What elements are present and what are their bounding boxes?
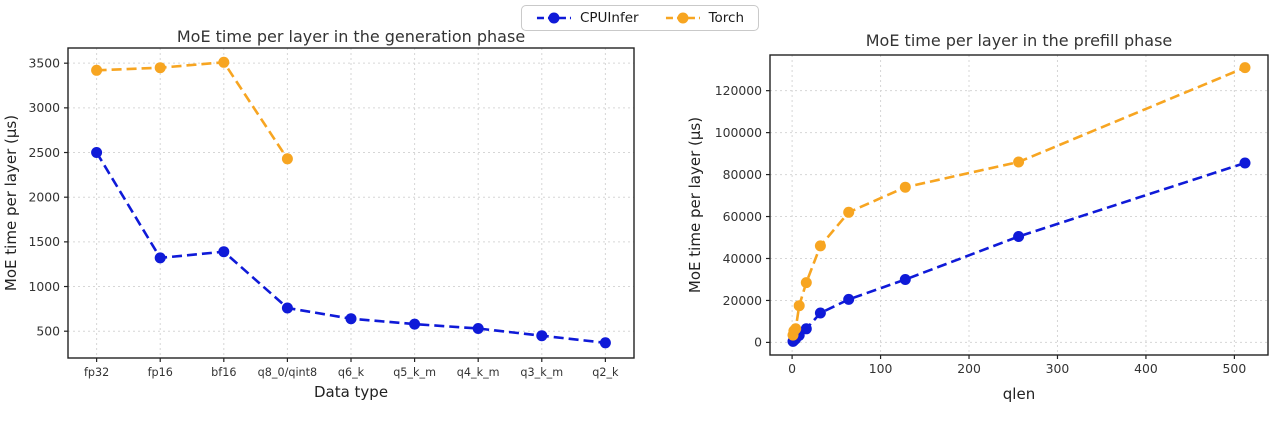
y-axis-label-prefill: MoE time per layer (µs) xyxy=(686,117,704,293)
svg-text:q2_k: q2_k xyxy=(592,366,619,379)
svg-text:0: 0 xyxy=(788,361,796,376)
svg-text:bf16: bf16 xyxy=(211,366,236,379)
svg-text:300: 300 xyxy=(1046,361,1070,376)
prefill-plot-area: 0 100 200 300 400 500 0 20000 40000 60000 80000 100… xyxy=(715,54,1269,376)
svg-text:2500: 2500 xyxy=(28,145,60,160)
legend-label-cpuinfer: CPUInfer xyxy=(579,10,639,26)
y-axis-label-generation: MoE time per layer (µs) xyxy=(2,115,20,291)
legend-item-torch: Torch xyxy=(665,10,744,26)
svg-text:100000: 100000 xyxy=(715,125,762,140)
legend-dot-cpuinfer xyxy=(548,12,560,24)
svg-text:400: 400 xyxy=(1134,361,1158,376)
svg-text:fp16: fp16 xyxy=(148,366,173,379)
legend-dot-torch xyxy=(677,12,689,24)
generation-plot-area: fp32 fp16 bf16 q8_0/qint8 q6_k q5_k_m q4_k_m q3… xyxy=(28,47,635,379)
svg-text:200: 200 xyxy=(957,361,981,376)
chart-title-prefill: MoE time per layer in the prefill phase xyxy=(866,31,1173,50)
legend-label-torch: Torch xyxy=(708,10,745,26)
svg-text:2000: 2000 xyxy=(28,189,60,204)
legend-marker-cpuinfer xyxy=(536,12,571,24)
legend-marker-torch xyxy=(665,12,700,24)
svg-text:q3_k_m: q3_k_m xyxy=(520,366,563,379)
svg-text:120000: 120000 xyxy=(715,83,762,98)
svg-text:40000: 40000 xyxy=(723,251,763,266)
svg-text:500: 500 xyxy=(1223,361,1247,376)
svg-text:q5_k_m: q5_k_m xyxy=(393,366,436,379)
svg-text:q8_0/qint8: q8_0/qint8 xyxy=(258,366,318,379)
prefill-phase-chart: 0 100 200 300 400 500 0 20000 40000 60000 80000 100… xyxy=(686,31,1269,403)
svg-text:fp32: fp32 xyxy=(84,366,109,379)
svg-text:60000: 60000 xyxy=(723,209,763,224)
svg-text:1500: 1500 xyxy=(28,234,60,249)
generation-phase-chart: fp32 fp16 bf16 q8_0/qint8 q6_k q5_k_m q4_k_m q3… xyxy=(2,27,635,401)
x-axis-label-prefill: qlen xyxy=(1003,385,1035,403)
svg-text:1000: 1000 xyxy=(28,279,60,294)
svg-text:3500: 3500 xyxy=(28,55,60,70)
legend-item-cpuinfer: CPUInfer xyxy=(536,10,639,26)
svg-text:3000: 3000 xyxy=(28,100,60,115)
svg-text:0: 0 xyxy=(754,335,762,350)
svg-text:q6_k: q6_k xyxy=(338,366,365,379)
chart-title-generation: MoE time per layer in the generation pha… xyxy=(177,27,525,46)
chart-legend: CPUInfer Torch xyxy=(520,5,760,31)
x-axis-label-generation: Data type xyxy=(314,383,388,401)
svg-text:20000: 20000 xyxy=(723,293,763,308)
svg-text:100: 100 xyxy=(869,361,893,376)
svg-text:500: 500 xyxy=(36,323,60,338)
svg-text:q4_k_m: q4_k_m xyxy=(457,366,500,379)
svg-text:80000: 80000 xyxy=(723,167,763,182)
